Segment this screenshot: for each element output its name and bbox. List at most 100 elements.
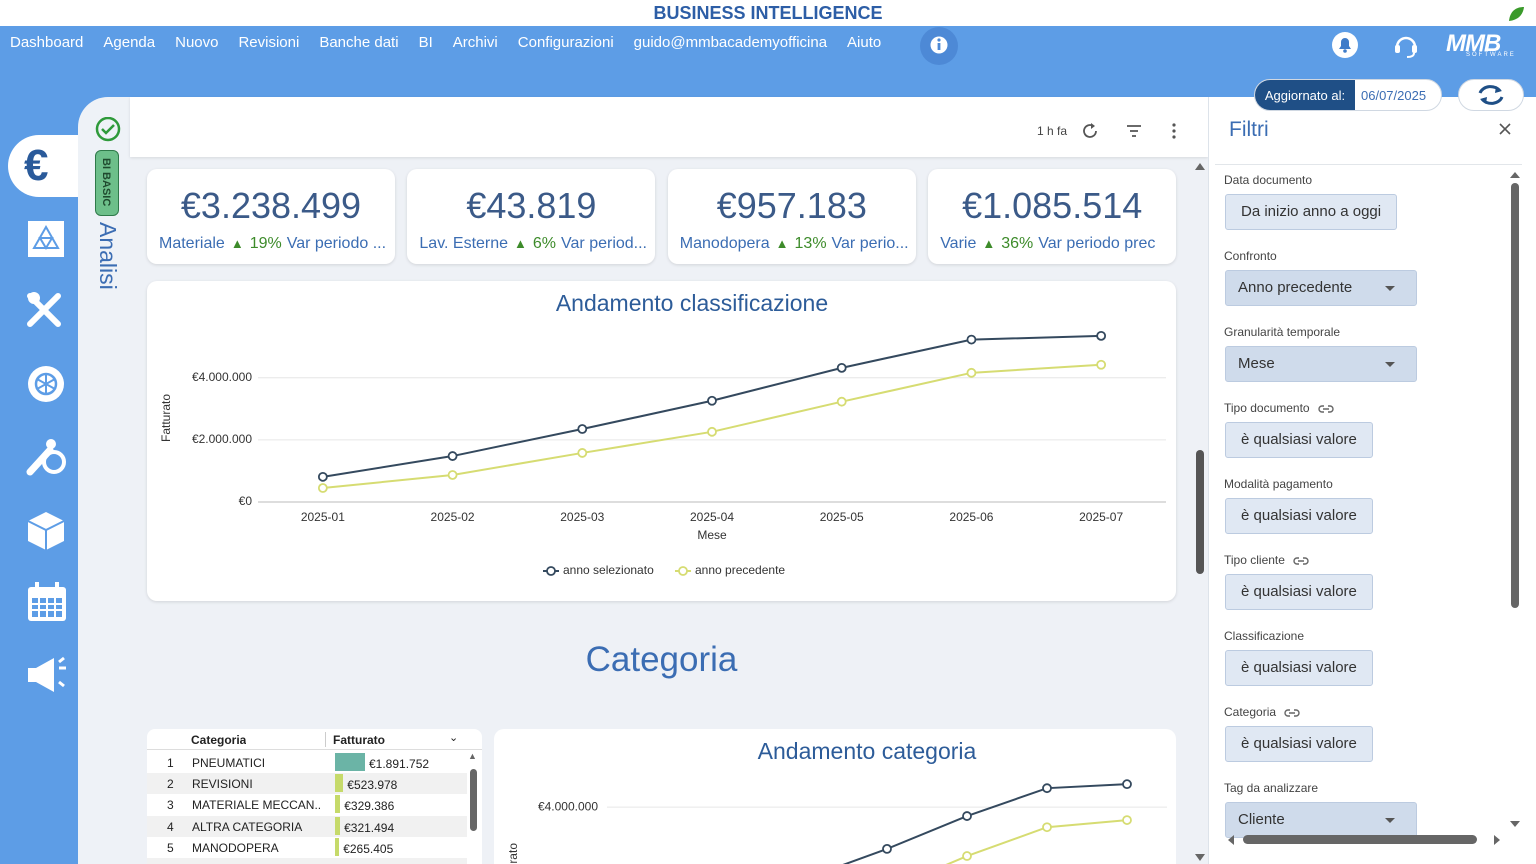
nav-item[interactable]: Banche dati [319,34,399,51]
row-name: MANODOPERA [192,840,279,855]
y-tick-label: €4.000.000 [538,799,598,813]
filter-button[interactable]: è qualsiasi valore [1225,574,1373,610]
filter-label: Classificazione [1224,629,1305,643]
row-name: SERV. MONTAGGIO/S... [192,862,320,864]
nav-item[interactable]: Aiuto [847,34,882,51]
row-value: €523.978 [347,778,398,793]
link-shape [1317,405,1334,413]
toolbar-icons [1083,123,1176,139]
x-tick-label: 2025-07 [1079,510,1123,524]
scroll-arrow: ▲ [468,751,477,761]
active-icon: € [24,141,49,190]
nav-item[interactable]: Configurazioni [517,34,614,51]
icon-marketing[interactable] [28,656,66,692]
refresh-icon[interactable] [1083,124,1097,138]
filter-value: Anno precedente [1238,279,1353,296]
row-number: 6 [167,862,174,864]
row-bg [147,773,467,795]
row-value: €1.891.752 [369,757,430,771]
kpi-label: Materiale [159,235,225,252]
filter-dropdown[interactable]: Cliente [1225,802,1417,838]
menu-icon[interactable] [1172,123,1176,139]
filter-button[interactable]: è qualsiasi valore [1225,498,1373,534]
filter-label: Tipo documento [1224,401,1334,415]
col-sep [325,732,326,747]
nav-item[interactable]: guido@mmbacademyofficina [633,34,828,51]
support-icon[interactable] [1392,31,1420,59]
filter-button[interactable]: è qualsiasi valore [1225,726,1373,762]
point [707,395,717,406]
kpi-label: Manodopera [679,235,770,252]
kpi-card: €1.085.514 Varie ▲ 36% Var periodo prec [928,169,1177,264]
kpi-sub: Manodopera ▲ 13% Var perio... [680,235,908,253]
legend-marker [546,566,556,576]
kpi-card: €3.238.499 Materiale ▲ 19% Var periodo ... [147,169,395,264]
dropdown-arrow [1385,362,1395,367]
icon-box[interactable] [27,512,65,550]
icon-calendar[interactable] [28,582,66,621]
point [1122,779,1132,790]
nav-item[interactable]: Dashboard [10,34,84,51]
point [317,483,328,493]
kpi-label: Varie [940,235,977,252]
active-tab[interactable] [8,135,88,197]
kpi-sub: Varie ▲ 36% Var periodo prec [940,235,1168,253]
close-button[interactable] [1498,122,1512,136]
filter-button[interactable]: è qualsiasi valore [1225,650,1373,686]
row-name: ALTRA CATEGORIA [192,819,303,834]
nav-item[interactable]: Nuovo [175,34,219,51]
column-header[interactable]: Fatturato [333,733,385,747]
kpi-value: €1.085.514 [962,185,1143,226]
icon-wheel[interactable] [28,366,64,402]
row-name: MATERIALE MECCAN... [192,798,320,813]
dropdown-arrow [1385,286,1395,291]
row-name: REVISIONI [192,777,253,792]
icon-classification[interactable] [28,221,64,257]
filter-dropdown[interactable]: Anno precedente [1225,270,1417,306]
filter-button[interactable]: Da inizio anno a oggi [1225,194,1398,230]
info-button[interactable] [920,27,958,65]
divider [1215,164,1522,165]
sort-icon: ⌄ [449,732,459,744]
filter-value: è qualsiasi valore [1241,507,1357,524]
row-value: €265.405 [343,841,394,856]
y-tick-label: €0 [239,494,253,508]
logo-sub: SOFTWARE [1466,52,1516,58]
filter-button[interactable]: è qualsiasi valore [1225,422,1373,458]
x-axis-label: Mese [697,528,727,542]
main-scrollbar[interactable] [1193,160,1207,864]
kpi-label: Lav. Esterne [419,235,509,252]
notifications-icon[interactable] [1330,30,1360,60]
link-icon [1293,557,1309,565]
nav-item[interactable]: Revisioni [238,34,300,51]
row-name: PNEUMATICI [192,756,266,770]
point [836,396,847,407]
nav-item[interactable]: Archivi [452,34,498,51]
kpi-sub: Materiale ▲ 19% Var periodo ... [159,235,387,253]
updated-date: 06/07/2025 [1361,88,1427,103]
filter-hscrollbar[interactable] [1226,832,1506,848]
sync-button[interactable] [1458,79,1524,111]
filter-value: è qualsiasi valore [1241,431,1357,448]
chart: Andamento classificazione Fatturato €0 €2.0… [159,290,1166,577]
icon-service[interactable] [26,439,66,476]
filter-value: Mese [1238,355,1275,372]
point [577,424,588,434]
filter-label: Categoria [1224,705,1300,719]
point [1042,783,1052,794]
arrow-shape [1385,818,1395,823]
icon-tools[interactable] [27,292,61,327]
filter-label: Tag da analizzare [1224,781,1319,795]
filter-icon[interactable] [1127,125,1141,137]
kpi-desc: Var perio... [831,235,908,252]
filter-dropdown[interactable]: Mese [1225,346,1417,382]
row-number: 2 [167,777,174,792]
sidebar-icons [26,221,66,692]
filter-value: è qualsiasi valore [1241,659,1357,676]
nav-item[interactable]: Agenda [103,34,156,51]
nav-item[interactable]: BI [418,34,433,51]
section-title: Categoria [585,640,738,679]
filter-scrollbar[interactable] [1507,168,1523,864]
row-bar [335,816,341,835]
